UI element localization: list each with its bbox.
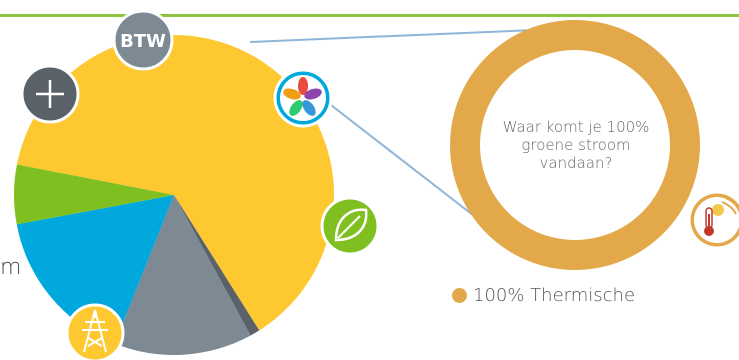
pie-slice-4	[13, 164, 174, 225]
donut-legend: 100% Thermische	[452, 285, 635, 306]
cropped-label-fragment: m	[0, 255, 22, 280]
btw-badge[interactable]: BTW	[112, 9, 174, 71]
legend-label: 100% Thermische	[473, 285, 636, 306]
star-flower-icon[interactable]	[273, 68, 333, 128]
connector-line-bottom	[317, 94, 501, 237]
donut-center-question: Waar komt je 100% groene stroom vandaan?	[502, 118, 650, 172]
leaf-icon[interactable]	[320, 196, 380, 256]
pie-slice-0	[16, 34, 335, 331]
legend-swatch	[452, 288, 467, 303]
pie-slice-3	[16, 195, 174, 344]
plus-icon[interactable]	[20, 64, 80, 124]
sun-thermometer-icon[interactable]	[687, 190, 739, 250]
cost-pie	[13, 34, 335, 356]
top-green-rule	[0, 14, 739, 17]
pie-slice-1	[174, 195, 260, 336]
pie-slice-2	[114, 195, 251, 356]
power-tower-icon[interactable]	[65, 303, 125, 360]
btw-label: BTW	[120, 31, 166, 52]
